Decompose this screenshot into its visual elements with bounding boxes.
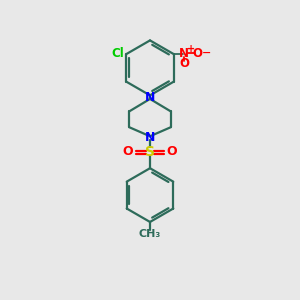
Text: N: N: [145, 131, 155, 144]
Text: O: O: [193, 47, 203, 60]
Text: O: O: [167, 145, 177, 158]
Text: S: S: [145, 145, 155, 159]
Text: N: N: [179, 47, 189, 60]
Text: −: −: [201, 48, 211, 58]
Text: O: O: [123, 145, 133, 158]
Text: +: +: [187, 44, 195, 54]
Text: CH₃: CH₃: [139, 229, 161, 239]
Text: N: N: [145, 91, 155, 104]
Text: O: O: [179, 57, 189, 70]
Text: Cl: Cl: [112, 47, 124, 60]
